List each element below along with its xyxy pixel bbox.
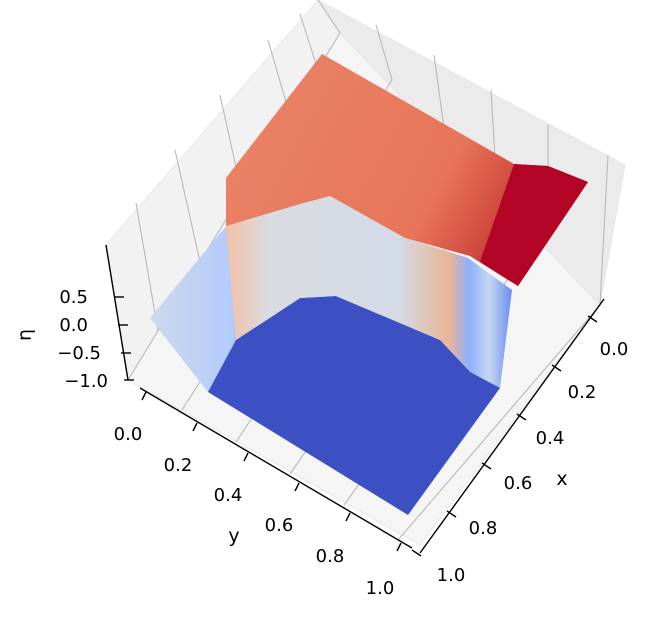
y-tick-label: 0.2 — [164, 455, 193, 476]
y-tick-label: 0.8 — [316, 546, 345, 567]
y-axis: 0.0 0.2 0.4 0.6 0.8 1.0 y — [114, 387, 413, 599]
x-tick-mark — [411, 549, 422, 557]
y-tick-mark — [243, 452, 249, 462]
lower-plateau — [208, 296, 500, 515]
grid-line — [174, 149, 201, 263]
y-axis-label: y — [228, 525, 239, 547]
z-axis: 0.5 0.0 −0.5 −1.0 η — [14, 244, 134, 392]
grid-line — [375, 24, 393, 81]
y-tick-label: 0.0 — [114, 424, 143, 445]
z-tick-label: 0.0 — [59, 315, 88, 336]
grid-line — [599, 154, 609, 306]
x-tick-label: 0.2 — [568, 382, 597, 403]
x-tick-mark — [551, 364, 562, 372]
y-tick-mark — [396, 542, 402, 552]
y-tick-mark — [345, 512, 351, 522]
x-tick-mark — [587, 315, 598, 323]
surface — [150, 54, 588, 515]
red-ridge — [480, 164, 588, 286]
grid-line — [135, 202, 159, 332]
z-tick-label: −0.5 — [57, 343, 101, 364]
grid-line — [317, 0, 341, 34]
y-tick-mark — [141, 391, 147, 401]
z-axis-line — [105, 244, 129, 381]
x-tick-mark — [481, 462, 492, 470]
x-axis: 0.0 0.2 0.4 0.6 0.8 1.0 x — [411, 298, 629, 586]
y-tick-mark — [192, 422, 198, 432]
z-axis-label: η — [14, 329, 36, 341]
x-tick-label: 0.8 — [469, 518, 498, 539]
y-tick-label: 0.6 — [265, 515, 294, 536]
z-tick-label: −1.0 — [64, 371, 108, 392]
z-tick-label: 0.5 — [59, 287, 88, 308]
front-cliff — [226, 196, 512, 388]
y-tick-mark — [294, 482, 300, 492]
x-axis-label: x — [556, 468, 567, 490]
x-axis-line — [419, 298, 605, 554]
grid-line — [299, 13, 319, 71]
y-axis-line — [139, 387, 413, 549]
x-tick-mark — [446, 510, 457, 518]
x-tick-mark — [516, 413, 527, 421]
y-tick-label: 0.4 — [214, 485, 243, 506]
x-tick-label: 0.0 — [600, 339, 629, 360]
x-tick-label: 0.6 — [504, 473, 533, 494]
x-tick-label: 0.4 — [536, 428, 565, 449]
x-tick-label: 1.0 — [437, 565, 466, 586]
grid-line — [433, 54, 445, 129]
y-tick-label: 1.0 — [366, 578, 395, 599]
grid-line — [397, 304, 601, 541]
